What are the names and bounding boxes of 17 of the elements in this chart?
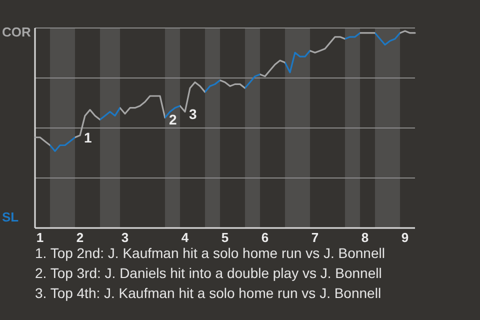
x-tick-label: 3 xyxy=(121,230,129,245)
x-tick-label: 1 xyxy=(36,230,44,245)
annotation: 1 xyxy=(84,129,92,146)
text: 1. Top 2nd: J. Kaufman hit a solo home run vs J. Bonnell xyxy=(35,245,385,261)
annotation: 2 xyxy=(169,112,177,128)
x-tick-label: 2 xyxy=(76,230,84,245)
x-tick-label: 4 xyxy=(181,230,190,245)
text: SL xyxy=(2,209,19,224)
x-tick-label: 5 xyxy=(221,230,229,245)
x-tick-label: 9 xyxy=(401,230,409,245)
x-tick-label: 7 xyxy=(311,230,319,245)
annotation: 3 xyxy=(189,106,197,122)
x-tick-label: 6 xyxy=(261,230,269,245)
x-tick-label: 8 xyxy=(361,230,369,245)
text: 3. Top 4th: J. Kaufman hit a solo home run vs J. Bonnell xyxy=(35,285,382,301)
text: COR xyxy=(2,24,32,40)
text: 2. Top 3rd: J. Daniels hit into a double play vs J. Bonnell xyxy=(35,265,382,281)
